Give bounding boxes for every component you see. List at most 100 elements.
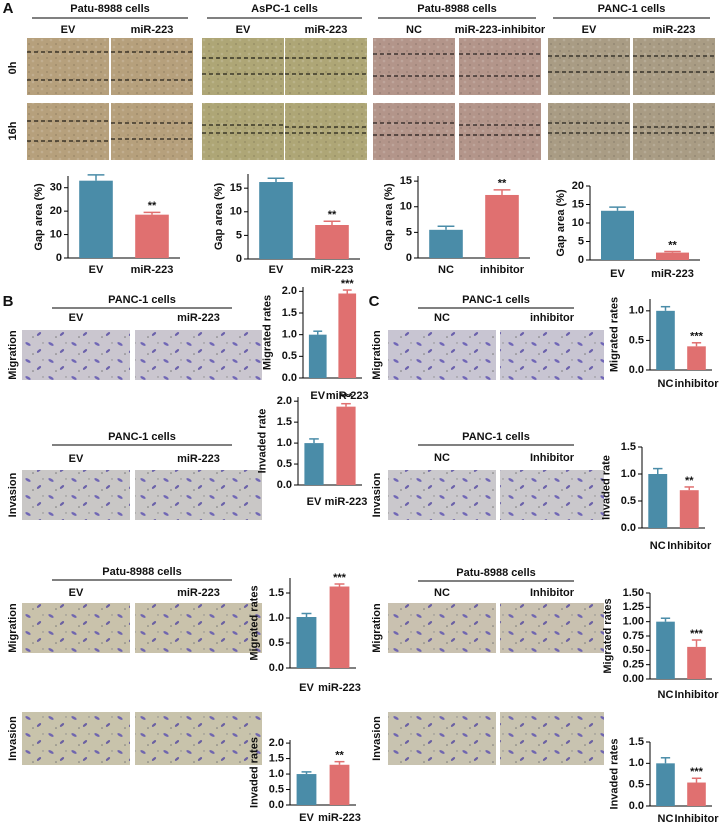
y-tick-label: 20 bbox=[50, 205, 62, 217]
x-tick-label: NC bbox=[658, 813, 674, 825]
bar bbox=[315, 225, 349, 259]
y-tick-label: 0 bbox=[236, 253, 242, 265]
y-axis-label: Invaded rates bbox=[248, 737, 260, 808]
bar bbox=[338, 293, 357, 378]
significance: ** bbox=[668, 239, 677, 251]
y-tick-label: 0.0 bbox=[282, 372, 297, 384]
column-label: EV bbox=[61, 24, 76, 36]
y-tick-label: 0.00 bbox=[623, 673, 644, 685]
column-label: Inhibitor bbox=[530, 587, 575, 599]
x-tick-label: miR-223 bbox=[311, 264, 354, 276]
micrograph-texture bbox=[373, 103, 455, 160]
y-tick-label: 0.25 bbox=[623, 659, 644, 671]
bar bbox=[648, 474, 668, 528]
y-tick-label: 1.0 bbox=[269, 768, 284, 780]
y-tick-label: 2.0 bbox=[269, 737, 284, 749]
group-title: PANC-1 cells bbox=[598, 3, 666, 15]
column-label: EV bbox=[236, 24, 251, 36]
y-tick-label: 0.5 bbox=[621, 495, 636, 507]
significance: ** bbox=[685, 475, 694, 487]
micrograph-texture bbox=[202, 38, 284, 95]
row-label: Migration bbox=[7, 330, 19, 380]
x-tick-label: miR-223 bbox=[325, 496, 368, 508]
column-label: NC bbox=[434, 452, 450, 464]
significance: ** bbox=[148, 200, 157, 212]
y-axis-label: Invaded rate bbox=[600, 455, 612, 520]
micrograph-texture bbox=[111, 38, 193, 95]
y-axis-label: Invaded rate bbox=[256, 409, 268, 474]
micrograph-texture bbox=[22, 330, 130, 380]
column-label: miR-223-inhibitor bbox=[455, 24, 546, 36]
y-tick-label: 30 bbox=[50, 182, 62, 194]
bar bbox=[304, 443, 324, 485]
bar bbox=[687, 646, 706, 679]
y-axis-label: Gap area (%) bbox=[33, 183, 45, 251]
y-tick-label: 10 bbox=[50, 228, 62, 240]
y-tick-label: 0.0 bbox=[269, 799, 284, 811]
y-tick-label: 15 bbox=[400, 175, 412, 187]
y-tick-label: 0.5 bbox=[282, 350, 297, 362]
row-label: Invasion bbox=[371, 472, 383, 517]
x-tick-label: NC bbox=[658, 689, 674, 701]
bar bbox=[429, 229, 463, 258]
x-tick-label: miR-223 bbox=[131, 264, 174, 276]
block-title: PANC-1 cells bbox=[462, 294, 530, 306]
micrograph-texture bbox=[459, 103, 541, 160]
group-title: Patu-8988 cells bbox=[417, 3, 497, 15]
row-label: Migration bbox=[371, 330, 383, 380]
micrograph-texture bbox=[135, 470, 262, 520]
y-tick-label: 1.0 bbox=[277, 437, 292, 449]
micrograph-texture bbox=[27, 103, 109, 160]
column-label: miR-223 bbox=[131, 24, 174, 36]
micrograph-texture bbox=[633, 38, 715, 95]
y-axis-label: Migrated rates bbox=[602, 598, 614, 673]
bar bbox=[329, 586, 350, 668]
micrograph-texture bbox=[500, 603, 604, 653]
bar bbox=[687, 782, 706, 806]
y-tick-label: 0.5 bbox=[269, 637, 284, 649]
column-label: EV bbox=[69, 312, 84, 324]
bar bbox=[656, 252, 689, 260]
bar bbox=[135, 214, 169, 258]
panel-letter: C bbox=[369, 293, 380, 310]
y-tick-label: 0.0 bbox=[277, 479, 292, 491]
y-tick-label: 0 bbox=[578, 254, 584, 266]
column-label: miR-223 bbox=[305, 24, 348, 36]
column-label: EV bbox=[69, 587, 84, 599]
y-tick-label: 1.5 bbox=[277, 416, 292, 428]
significance: *** bbox=[333, 572, 347, 584]
micrograph-texture bbox=[202, 103, 284, 160]
micrograph-texture bbox=[285, 38, 367, 95]
row-label: Migration bbox=[7, 603, 19, 653]
y-tick-label: 0.0 bbox=[629, 800, 644, 812]
y-tick-label: 0.0 bbox=[269, 662, 284, 674]
y-tick-label: 0.0 bbox=[621, 522, 636, 534]
micrograph-texture bbox=[27, 38, 109, 95]
y-tick-label: 20 bbox=[572, 180, 584, 192]
micrograph-texture bbox=[548, 38, 630, 95]
y-axis-label: Gap area (%) bbox=[383, 183, 395, 251]
x-tick-label: Inhibitor bbox=[675, 813, 720, 825]
column-label: inhibitor bbox=[530, 312, 575, 324]
x-tick-label: EV bbox=[610, 268, 625, 280]
y-axis-label: Migrated rates bbox=[261, 295, 273, 370]
y-tick-label: 1.0 bbox=[629, 757, 644, 769]
bar bbox=[329, 764, 350, 805]
x-tick-label: EV bbox=[307, 496, 322, 508]
column-label: NC bbox=[406, 24, 422, 36]
y-tick-label: 1.00 bbox=[623, 616, 644, 628]
y-tick-label: 5 bbox=[578, 235, 584, 247]
micrograph-texture bbox=[285, 103, 367, 160]
y-tick-label: 0.75 bbox=[623, 630, 644, 642]
y-tick-label: 15 bbox=[572, 198, 584, 210]
block-title: Patu-8988 cells bbox=[102, 566, 182, 578]
bar bbox=[308, 334, 327, 378]
x-tick-label: EV bbox=[269, 264, 284, 276]
column-label: miR-223 bbox=[177, 453, 220, 465]
x-tick-label: miR-223 bbox=[318, 812, 361, 824]
x-tick-label: miR-223 bbox=[651, 268, 694, 280]
y-tick-label: 1.50 bbox=[623, 587, 644, 599]
y-tick-label: 10 bbox=[230, 206, 242, 218]
y-tick-label: 1.0 bbox=[621, 468, 636, 480]
